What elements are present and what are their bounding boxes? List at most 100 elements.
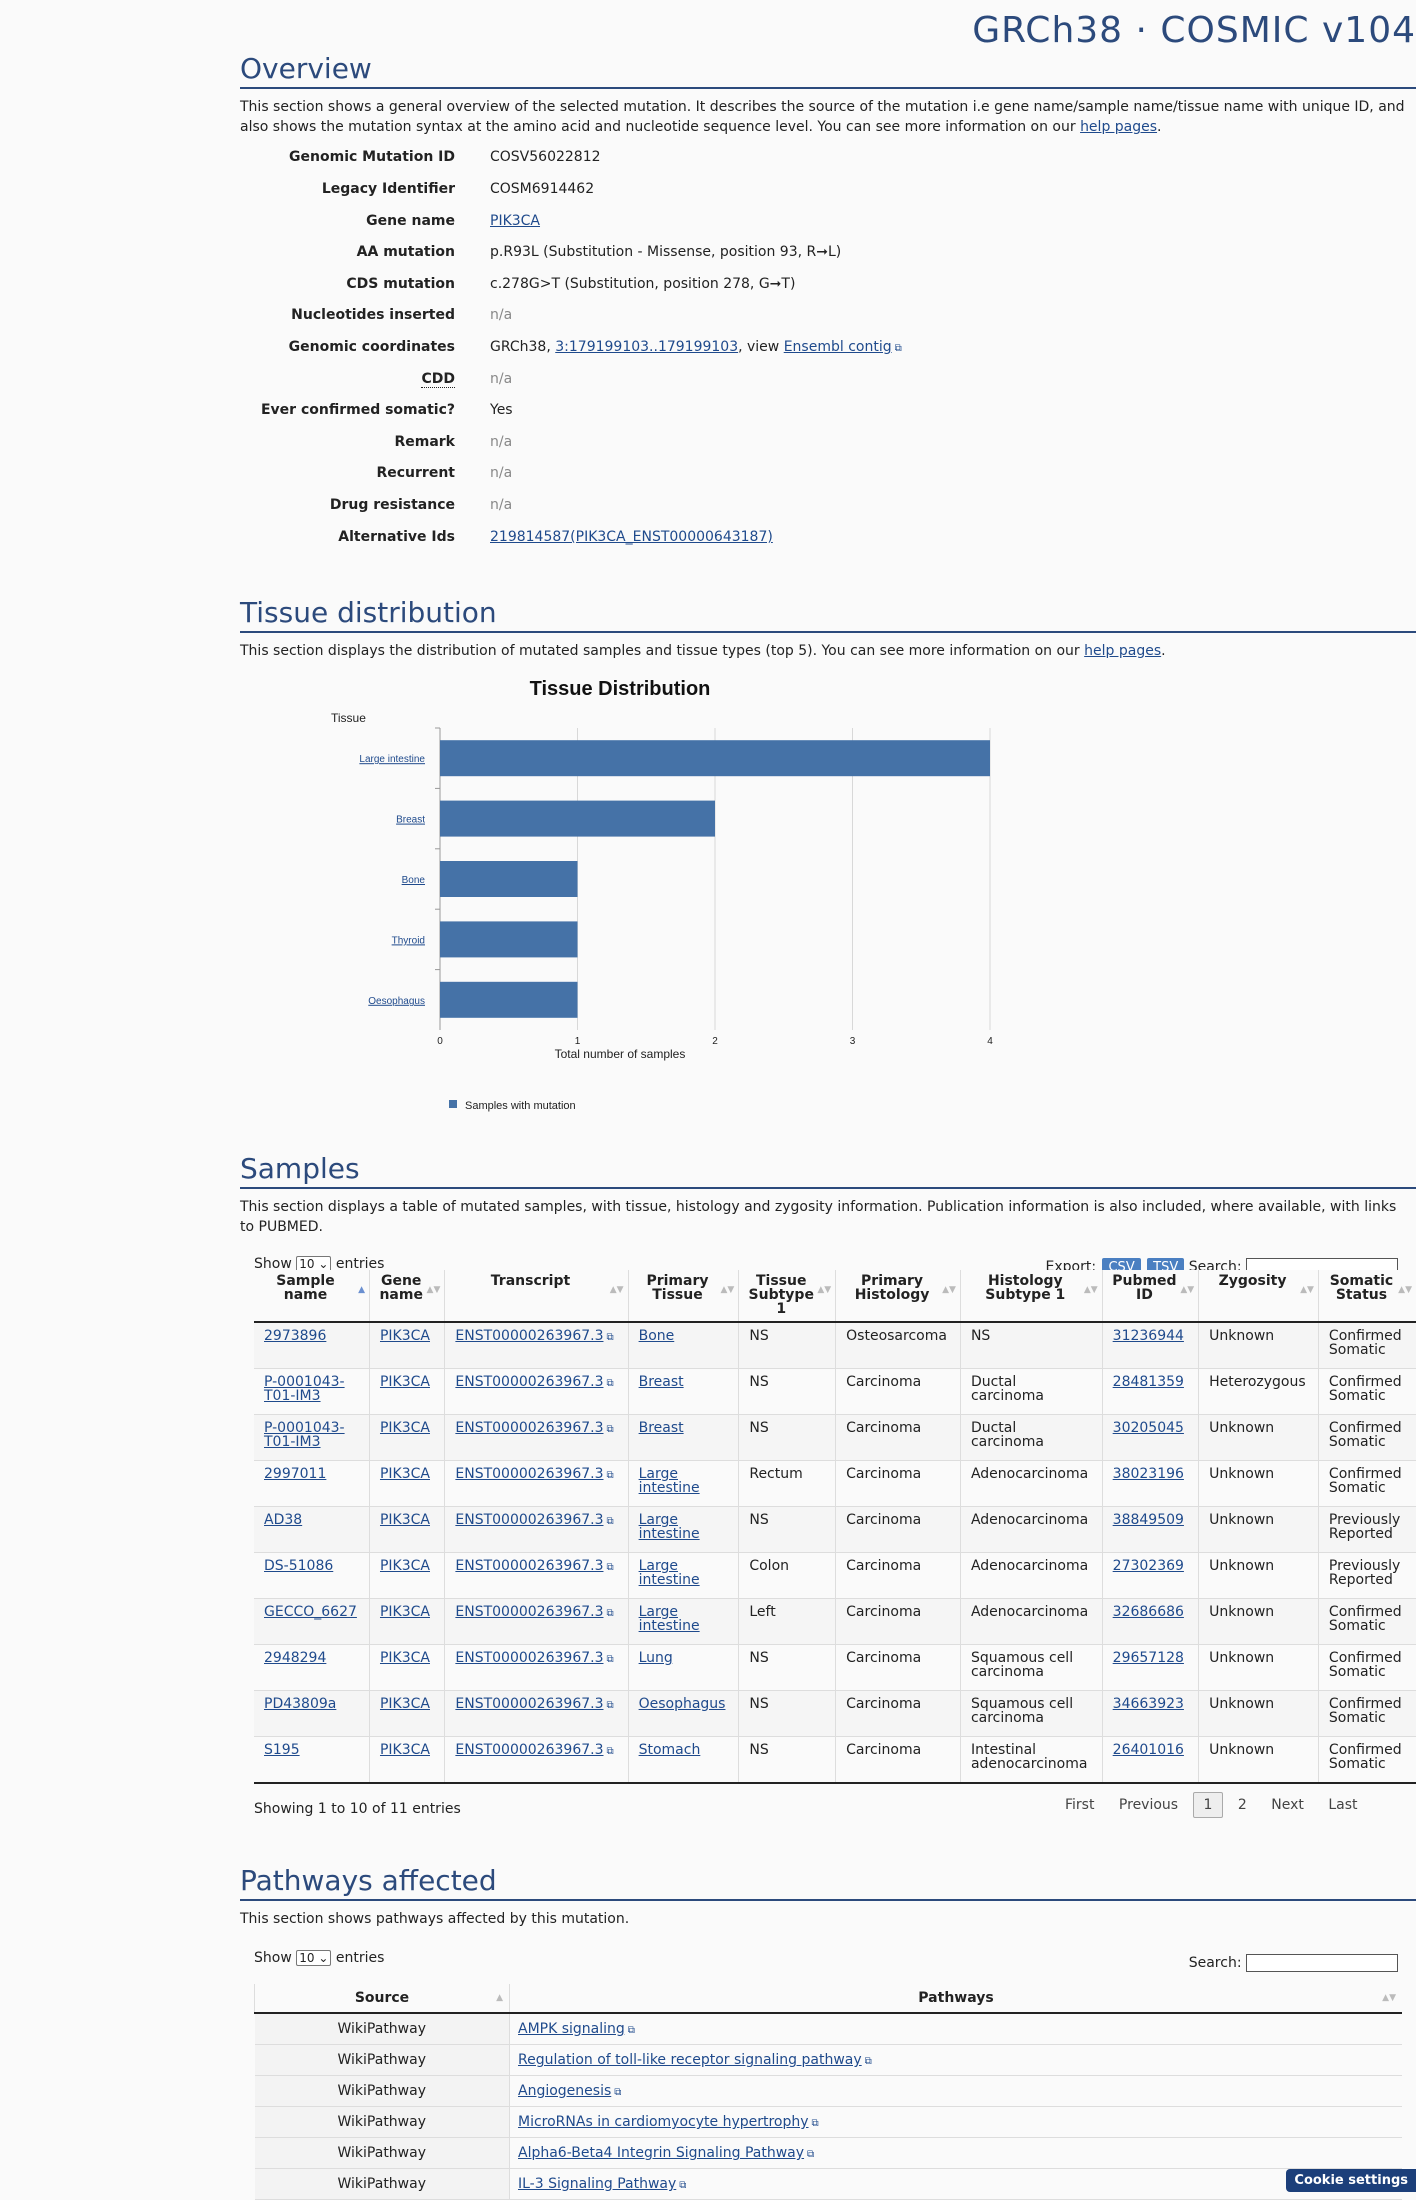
col-header-line1: Gene bbox=[380, 1273, 422, 1289]
pathway-cell: MicroRNAs in cardiomyocyte hypertrophy ⧉ bbox=[509, 2106, 1402, 2138]
pathways-page-length-select[interactable]: 10 ⌄ bbox=[296, 1950, 332, 1966]
cell-link[interactable]: Lung bbox=[638, 1650, 673, 1666]
cell-link[interactable]: P-0001043-T01-IM3 bbox=[264, 1374, 345, 1404]
cell-link[interactable]: Breast bbox=[638, 1374, 684, 1390]
label-gene: Gene name bbox=[366, 213, 455, 229]
cell-link[interactable]: 34663923 bbox=[1112, 1696, 1184, 1712]
cell-link[interactable]: 32686686 bbox=[1112, 1604, 1184, 1620]
pager-next[interactable]: Next bbox=[1271, 1797, 1304, 1813]
cell-link[interactable]: 30205045 bbox=[1112, 1420, 1184, 1436]
cell-link[interactable]: 2948294 bbox=[264, 1650, 327, 1666]
cell-link[interactable]: PIK3CA bbox=[379, 1328, 430, 1344]
cell-link[interactable]: 26401016 bbox=[1112, 1742, 1184, 1758]
cell-link[interactable]: PIK3CA bbox=[379, 1742, 430, 1758]
table-row: P-0001043-T01-IM3 PIK3CA ENST00000263967.3… bbox=[254, 1414, 1416, 1461]
pager-previous[interactable]: Previous bbox=[1118, 1797, 1179, 1813]
pathway-link[interactable]: IL-3 Signaling Pathway bbox=[518, 2176, 677, 2192]
cell-link[interactable]: 2973896 bbox=[264, 1328, 327, 1344]
cell-link[interactable]: ENST00000263967.3 bbox=[455, 1374, 604, 1390]
cell-link[interactable]: Large intestine bbox=[638, 1558, 700, 1588]
category-label: Bone bbox=[402, 875, 426, 886]
cell-link[interactable]: Breast bbox=[638, 1420, 684, 1436]
pathway-link[interactable]: Regulation of toll-like receptor signali… bbox=[518, 2052, 862, 2068]
pathway-link[interactable]: Alpha6-Beta4 Integrin Signaling Pathway bbox=[518, 2145, 805, 2161]
col-header[interactable]: Somatic Status ▲▼ bbox=[1317, 1270, 1416, 1323]
table-row: WikiPathway MicroRNAs in cardiomyocyte hy… bbox=[254, 2106, 1402, 2138]
cell-link[interactable]: ENST00000263967.3 bbox=[455, 1328, 604, 1344]
pathway-link[interactable]: AMPK signaling bbox=[518, 2021, 625, 2037]
col-source[interactable]: Source ▲ bbox=[254, 1984, 510, 2014]
cookie-settings-button[interactable]: Cookie settings bbox=[1286, 2169, 1416, 2192]
pager-first[interactable]: First bbox=[1065, 1797, 1095, 1813]
gene-link[interactable]: PIK3CA bbox=[490, 213, 541, 229]
cell-link[interactable]: 2997011 bbox=[264, 1466, 327, 1482]
sort-icon: ▲▼ bbox=[1083, 1285, 1098, 1295]
cell-link[interactable]: ENST00000263967.3 bbox=[455, 1466, 604, 1482]
col-header[interactable]: Pubmed ID ▲▼ bbox=[1101, 1270, 1199, 1323]
pager-page-2[interactable]: 2 bbox=[1237, 1797, 1247, 1813]
pathway-link[interactable]: MicroRNAs in cardiomyocyte hypertrophy bbox=[518, 2114, 809, 2130]
cell-link[interactable]: ENST00000263967.3 bbox=[455, 1742, 604, 1758]
col-header-line1: Histology bbox=[987, 1273, 1063, 1289]
cell-link[interactable]: PIK3CA bbox=[379, 1466, 430, 1482]
cell-link[interactable]: PIK3CA bbox=[379, 1512, 430, 1528]
table-row: GECCO_6627 PIK3CA ENST00000263967.3 ⧉ Large … bbox=[254, 1598, 1416, 1645]
cell-link[interactable]: PIK3CA bbox=[379, 1696, 430, 1712]
pathways-search-input[interactable] bbox=[1246, 1954, 1398, 1972]
bar bbox=[440, 861, 578, 897]
cell-link[interactable]: ENST00000263967.3 bbox=[455, 1512, 604, 1528]
cell-link[interactable]: Large intestine bbox=[638, 1466, 700, 1496]
cell-link[interactable]: 27302369 bbox=[1112, 1558, 1184, 1574]
col-header[interactable]: Histology Subtype 1 ▲▼ bbox=[959, 1270, 1103, 1323]
col-header[interactable]: Gene name ▲▼ bbox=[368, 1270, 445, 1323]
table-cell: Colon bbox=[738, 1552, 836, 1599]
table-row: AD38 PIK3CA ENST00000263967.3 ⧉ Large intest… bbox=[254, 1506, 1416, 1553]
cell-link[interactable]: PIK3CA bbox=[379, 1558, 430, 1574]
cell-link[interactable]: PIK3CA bbox=[379, 1604, 430, 1620]
cell-link[interactable]: 38849509 bbox=[1112, 1512, 1184, 1528]
cell-link[interactable]: 31236944 bbox=[1112, 1328, 1184, 1344]
cell-link[interactable]: ENST00000263967.3 bbox=[455, 1650, 604, 1666]
col-header[interactable]: Tissue Subtype 1 ▲▼ bbox=[738, 1270, 836, 1323]
col-pathways[interactable]: Pathways ▲▼ bbox=[509, 1984, 1402, 2014]
cell-link[interactable]: Oesophagus bbox=[638, 1696, 726, 1712]
cell-link[interactable]: GECCO_6627 bbox=[264, 1604, 357, 1620]
table-cell: Heterozygous bbox=[1198, 1368, 1319, 1415]
cell-link[interactable]: ENST00000263967.3 bbox=[455, 1420, 604, 1436]
cell-link[interactable]: AD38 bbox=[264, 1512, 303, 1528]
col-header[interactable]: Zygosity ▲▼ bbox=[1198, 1270, 1319, 1323]
cell-link[interactable]: P-0001043-T01-IM3 bbox=[264, 1420, 345, 1450]
cell-link[interactable]: S195 bbox=[264, 1742, 300, 1758]
ensembl-contig-link[interactable]: Ensembl contig bbox=[783, 339, 892, 355]
cell-link[interactable]: Large intestine bbox=[638, 1604, 700, 1634]
pathway-source: WikiPathway bbox=[254, 2137, 510, 2169]
cell-link[interactable]: PIK3CA bbox=[379, 1374, 430, 1390]
cell-link[interactable]: Stomach bbox=[638, 1742, 701, 1758]
cell-link[interactable]: DS-51086 bbox=[264, 1558, 334, 1574]
pager-page-1[interactable]: 1 bbox=[1192, 1792, 1224, 1818]
alt-ids-link[interactable]: 219814587(PIK3CA_ENST00000643187) bbox=[490, 529, 773, 545]
cell-link[interactable]: ENST00000263967.3 bbox=[455, 1604, 604, 1620]
cell-link[interactable]: 28481359 bbox=[1112, 1374, 1184, 1390]
label-drug: Drug resistance bbox=[329, 497, 455, 513]
cell-link[interactable]: PIK3CA bbox=[379, 1420, 430, 1436]
cell-link[interactable]: 38023196 bbox=[1112, 1466, 1184, 1482]
tissue-help-link[interactable]: help pages bbox=[1084, 643, 1162, 659]
overview-help-link[interactable]: help pages bbox=[1080, 119, 1158, 135]
external-link-icon: ⧉ bbox=[679, 2180, 687, 2191]
cell-link[interactable]: PD43809a bbox=[264, 1696, 337, 1712]
cell-link[interactable]: PIK3CA bbox=[379, 1650, 430, 1666]
cell-link[interactable]: Bone bbox=[638, 1328, 675, 1344]
cell-link[interactable]: 29657128 bbox=[1112, 1650, 1184, 1666]
col-header[interactable]: Sample name ▲ bbox=[254, 1270, 370, 1323]
coords-link[interactable]: 3:179199103..179199103 bbox=[555, 339, 739, 355]
pager-last[interactable]: Last bbox=[1328, 1797, 1358, 1813]
cell-link[interactable]: ENST00000263967.3 bbox=[455, 1696, 604, 1712]
table-cell: Carcinoma bbox=[835, 1598, 961, 1645]
col-header[interactable]: Primary Histology ▲▼ bbox=[835, 1270, 961, 1323]
col-header[interactable]: Primary Tissue ▲▼ bbox=[627, 1270, 739, 1323]
col-header[interactable]: Transcript ▲▼ bbox=[444, 1270, 629, 1323]
cell-link[interactable]: Large intestine bbox=[638, 1512, 700, 1542]
cell-link[interactable]: ENST00000263967.3 bbox=[455, 1558, 604, 1574]
pathway-link[interactable]: Angiogenesis bbox=[518, 2083, 612, 2099]
